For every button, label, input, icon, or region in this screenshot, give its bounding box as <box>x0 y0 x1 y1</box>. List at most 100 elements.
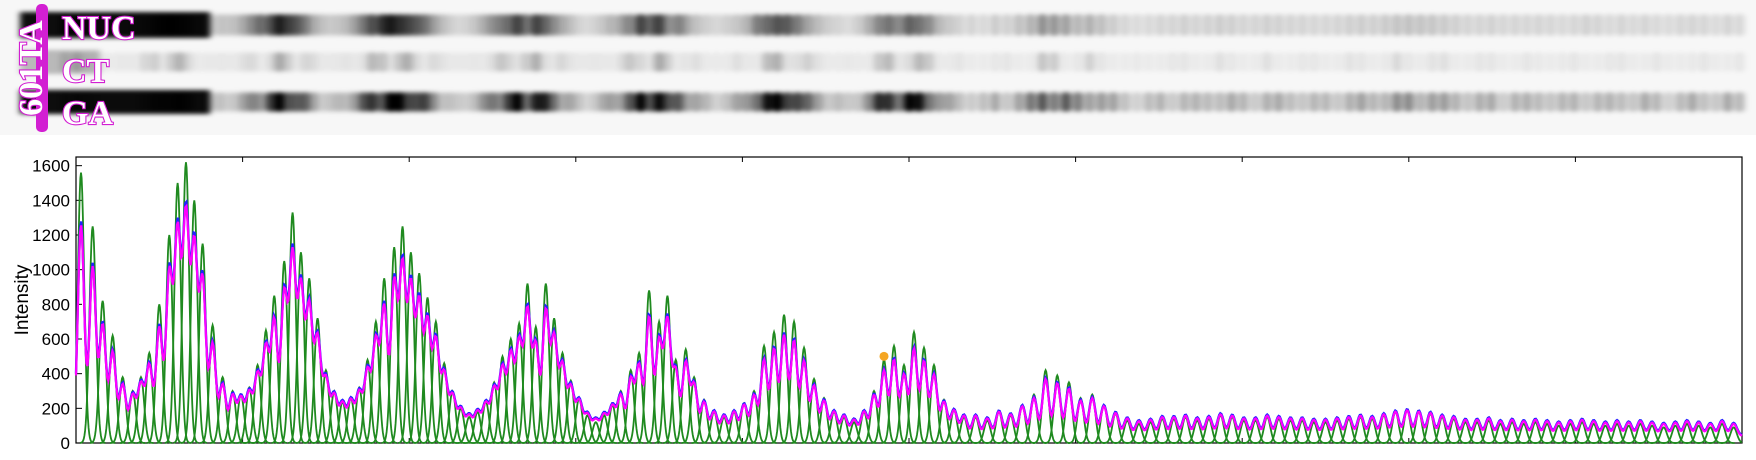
gel-band <box>1202 14 1213 36</box>
gel-band <box>1226 52 1237 72</box>
gel-band <box>802 52 813 72</box>
gel-band <box>1734 14 1745 36</box>
envelope-trace <box>74 203 1743 437</box>
fitted-peak <box>1662 424 1689 444</box>
gel-band <box>428 92 438 112</box>
gel-band <box>1474 52 1485 72</box>
fitted-peak <box>89 300 116 444</box>
gel-band <box>1439 14 1450 36</box>
gel-band <box>1214 52 1225 72</box>
sample-bracket <box>36 4 48 132</box>
gel-band <box>444 92 455 112</box>
gel-band <box>239 14 249 36</box>
gel-band <box>291 14 302 36</box>
gel-band <box>1391 92 1402 112</box>
fitted-peak <box>811 396 837 444</box>
gel-band <box>1533 14 1544 36</box>
gel-band <box>316 92 327 112</box>
fitted-peak <box>881 343 907 444</box>
gel-band <box>222 92 233 112</box>
gel-band <box>752 52 763 72</box>
gel-band <box>520 14 531 36</box>
gel-band <box>1037 92 1048 112</box>
fitted-peak <box>1546 424 1572 444</box>
gel-band <box>1096 14 1107 36</box>
gel-band <box>102 14 113 36</box>
fitted-peak <box>681 375 707 444</box>
gel-band <box>1640 92 1650 112</box>
fitted-peak <box>523 323 549 444</box>
gel-band <box>762 92 773 112</box>
gel-band <box>1261 92 1272 112</box>
gel-band <box>1651 52 1662 72</box>
gel-band <box>266 14 276 36</box>
gel-band <box>394 14 405 36</box>
gel-band <box>1592 52 1603 72</box>
gel-band <box>1131 52 1142 72</box>
gel-band <box>230 92 241 112</box>
gel-band <box>731 14 742 36</box>
gel-band <box>60 14 71 36</box>
gel-band <box>453 92 464 112</box>
gel-band <box>1108 14 1119 36</box>
gel-band <box>1604 52 1615 72</box>
fitted-peak <box>109 375 136 444</box>
gel-band <box>1143 92 1154 112</box>
fitted-peak <box>79 226 106 444</box>
gel-band <box>944 14 955 36</box>
gel-band <box>1321 14 1331 36</box>
gel-band <box>1108 92 1119 112</box>
gel-band <box>1226 92 1237 112</box>
gel-band <box>573 92 584 112</box>
gel-band <box>120 92 131 112</box>
fitted-peak <box>1044 373 1070 444</box>
gel-bands <box>20 12 1745 114</box>
gel-band <box>1025 14 1036 36</box>
gel-band <box>1214 14 1225 36</box>
gel-band <box>453 14 464 36</box>
gel-band <box>978 14 989 36</box>
gel-band <box>213 14 224 36</box>
gel-band <box>531 52 541 72</box>
gel-band <box>556 14 567 36</box>
gel-band <box>419 14 430 36</box>
gel-band <box>1391 14 1402 36</box>
gel-band <box>1403 52 1414 72</box>
fitted-peak <box>1067 396 1094 444</box>
gel-band <box>512 14 523 36</box>
gel-band <box>495 92 506 112</box>
gel-band <box>654 92 665 112</box>
fitted-peak <box>1686 424 1712 444</box>
gel-band <box>1131 92 1142 112</box>
gel-band <box>691 14 702 36</box>
gel-band <box>721 14 732 36</box>
fitted-peak <box>1697 426 1724 444</box>
gel-band <box>308 52 319 72</box>
fitted-peak <box>1137 421 1164 444</box>
gel-band <box>954 92 965 112</box>
gel-band <box>230 52 241 72</box>
fitted-peak <box>761 328 787 444</box>
gel-band <box>1545 92 1556 112</box>
gel-band <box>166 52 177 72</box>
gel-band <box>149 14 160 36</box>
fitted-peak <box>781 318 807 444</box>
fitted-peak <box>751 343 777 444</box>
lane-label-ga: GA <box>62 95 113 132</box>
gel-band <box>924 14 935 36</box>
y-axis-title: Intensity <box>12 264 33 335</box>
gel-band <box>1699 92 1710 112</box>
gel-band <box>1675 92 1686 112</box>
gel-band <box>617 92 628 112</box>
fitted-peak <box>1126 422 1152 444</box>
gel-band <box>1321 92 1331 112</box>
gel-band <box>166 14 177 36</box>
gel-band <box>1368 92 1379 112</box>
gel-band <box>120 52 131 72</box>
gel-band <box>1297 14 1308 36</box>
gel-band <box>222 52 233 72</box>
gel-band <box>812 52 823 72</box>
gel-band <box>944 52 955 72</box>
gel-band <box>1687 52 1698 72</box>
gel-band <box>645 14 656 36</box>
